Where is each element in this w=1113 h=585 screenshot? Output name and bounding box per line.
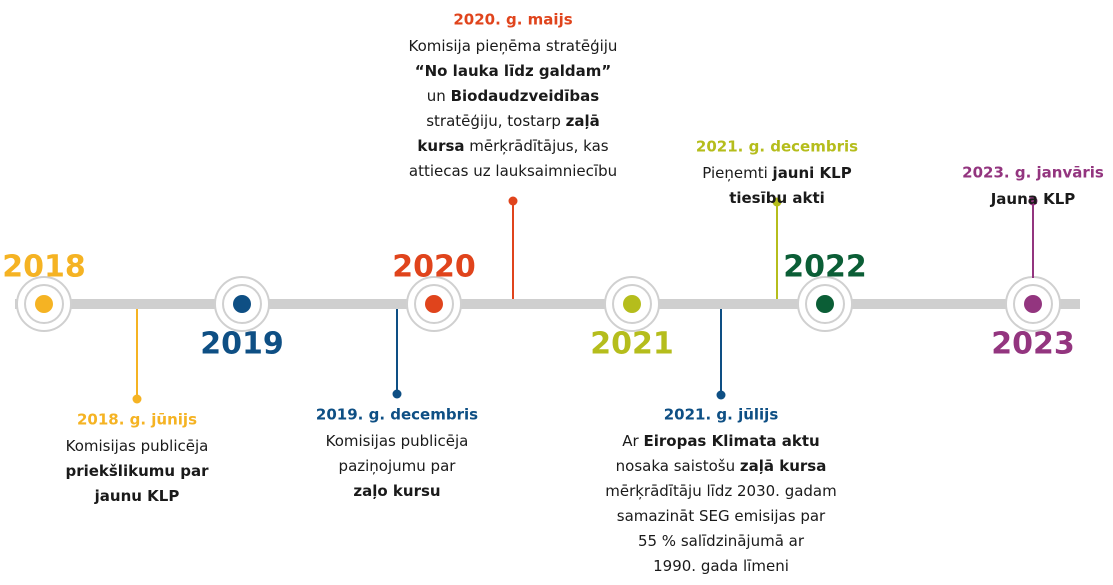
text-run: nosaka saistošu	[616, 457, 740, 475]
event-dot	[1028, 196, 1038, 206]
text-run: Jauna KLP	[990, 190, 1076, 208]
year-label: 2020	[392, 250, 476, 285]
text-run: 55 % salīdzinājumā ar	[638, 532, 805, 550]
text-run: un	[427, 87, 451, 105]
year-dot	[35, 295, 53, 313]
event-date: 2021. g. jūlijs	[664, 406, 779, 424]
event-text: “No lauka līdz galdam”	[415, 62, 612, 80]
text-run: Ar	[622, 432, 643, 450]
text-run: Komisijas publicēja	[326, 432, 469, 450]
year-label: 2019	[200, 327, 284, 362]
event-text: paziņojumu par	[339, 457, 457, 475]
text-run: zaļā kursa	[740, 457, 826, 475]
year-dot	[816, 295, 834, 313]
text-run: Pieņemti	[702, 164, 772, 182]
event-text: 55 % salīdzinājumā ar	[638, 532, 805, 550]
event-text: Komisija pieņēma stratēģiju	[409, 37, 618, 55]
text-run: stratēģiju, tostarp	[426, 112, 565, 130]
text-run: tiesību akti	[729, 189, 825, 207]
event-date: 2020. g. maijs	[453, 11, 572, 29]
timeline-bar	[15, 299, 1080, 309]
event-text: attiecas uz lauksaimniecību	[409, 162, 617, 180]
event-text: stratēģiju, tostarp zaļā	[426, 112, 600, 130]
event-date: 2023. g. janvāris	[962, 164, 1104, 182]
event-text: mērķrādītāju līdz 2030. gadam	[605, 482, 837, 500]
event-date: 2021. g. decembris	[696, 138, 858, 156]
year-dot	[1024, 295, 1042, 313]
event-text: Jauna KLP	[990, 190, 1076, 208]
year-label: 2023	[991, 327, 1075, 362]
event-text: samazināt SEG emisijas par	[617, 507, 826, 525]
event-text: Komisijas publicēja	[326, 432, 469, 450]
year-dot	[233, 295, 251, 313]
text-run: jaunu KLP	[94, 487, 180, 505]
event-dot	[772, 197, 782, 207]
event-text: un Biodaudzveidības	[427, 87, 600, 105]
text-run: jauni KLP	[772, 164, 852, 182]
event-dot	[132, 394, 142, 404]
event-dot	[508, 196, 518, 206]
event-text: tiesību akti	[729, 189, 825, 207]
text-run: mērķrādītāju līdz 2030. gadam	[605, 482, 837, 500]
year-dot	[623, 295, 641, 313]
event-date: 2018. g. jūnijs	[77, 411, 197, 429]
event-text: 1990. gada līmeni	[653, 557, 789, 575]
event-text: jaunu KLP	[94, 487, 180, 505]
text-run: attiecas uz lauksaimniecību	[409, 162, 617, 180]
text-run: Eiropas Klimata aktu	[643, 432, 819, 450]
text-run: mērķrādītājus, kas	[465, 137, 609, 155]
event-text: Pieņemti jauni KLP	[702, 164, 851, 182]
text-run: Komisijas publicēja	[66, 437, 209, 455]
event-text: nosaka saistošu zaļā kursa	[616, 457, 827, 475]
year-label: 2022	[783, 250, 867, 285]
event-date: 2019. g. decembris	[316, 406, 478, 424]
year-label: 2018	[2, 250, 86, 285]
event-dot	[392, 389, 402, 399]
event-text: Ar Eiropas Klimata aktu	[622, 432, 819, 450]
text-run: “No lauka līdz galdam”	[415, 62, 612, 80]
event-text: priekšlikumu par	[65, 462, 209, 480]
year-label: 2021	[590, 327, 674, 362]
event-text: kursa mērķrādītājus, kas	[417, 137, 608, 155]
text-run: Komisija pieņēma stratēģiju	[409, 37, 618, 55]
text-run: paziņojumu par	[339, 457, 457, 475]
event-dot	[716, 390, 726, 400]
text-run: samazināt SEG emisijas par	[617, 507, 826, 525]
text-run: zaļā	[566, 112, 600, 130]
text-run: kursa	[417, 137, 464, 155]
event-text: Komisijas publicēja	[66, 437, 209, 455]
event-text: zaļo kursu	[353, 482, 440, 500]
text-run: priekšlikumu par	[65, 462, 209, 480]
text-run: zaļo kursu	[353, 482, 440, 500]
text-run: Biodaudzveidības	[451, 87, 600, 105]
year-dot	[425, 295, 443, 313]
text-run: 1990. gada līmeni	[653, 557, 789, 575]
